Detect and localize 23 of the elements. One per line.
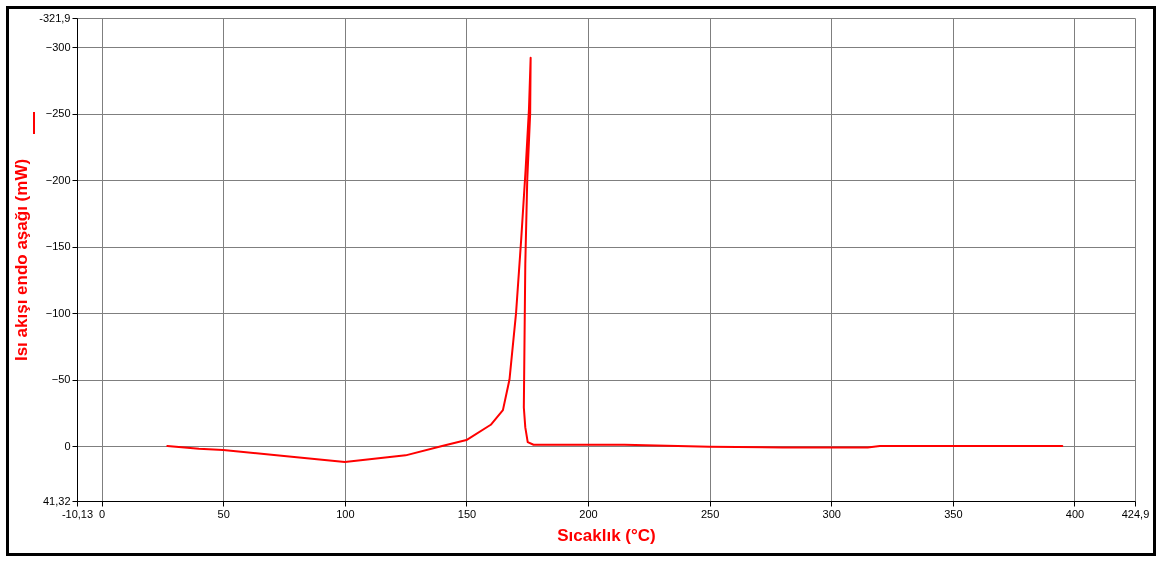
y-tick-label: −100 bbox=[45, 306, 71, 319]
x-axis-title: Sıcaklık (°C) bbox=[557, 525, 656, 545]
y-tick-label: −150 bbox=[45, 240, 71, 253]
y-tick-label: −250 bbox=[45, 107, 71, 120]
line-series bbox=[166, 56, 1064, 464]
y-tick-label: −200 bbox=[45, 173, 71, 186]
x-tick-label: 400 bbox=[1065, 507, 1085, 520]
x-tick-label: 300 bbox=[822, 507, 841, 520]
x-tick-label: 250 bbox=[700, 507, 720, 520]
y-tick-label: −300 bbox=[45, 40, 71, 53]
x-tick-label: 100 bbox=[336, 507, 355, 520]
x-tick-label: 150 bbox=[457, 507, 477, 520]
y-tick-label: -321,9 bbox=[39, 11, 71, 24]
x-tick-label: -10,13 bbox=[61, 507, 94, 520]
y-tick-label: 41,32 bbox=[42, 494, 71, 507]
x-tick-label: 350 bbox=[944, 507, 963, 520]
y-tick-label: 0 bbox=[64, 439, 71, 452]
x-tick-label: 50 bbox=[217, 507, 230, 520]
x-tick-label: 200 bbox=[579, 507, 598, 520]
y-axis-title: Isı akışı endo aşağı (mW) bbox=[12, 158, 32, 362]
y-tick-label: −50 bbox=[51, 373, 71, 386]
x-tick-label: 0 bbox=[99, 507, 106, 520]
x-tick-label: 424,9 bbox=[1121, 507, 1150, 520]
